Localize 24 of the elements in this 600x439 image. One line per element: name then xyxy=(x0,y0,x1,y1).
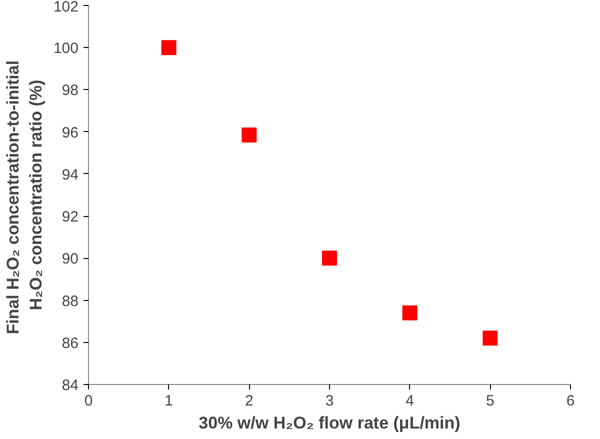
y-tick-label: 98 xyxy=(62,82,79,100)
y-tick-label: 94 xyxy=(62,166,79,184)
point xyxy=(402,305,418,320)
x-tick-label: 3 xyxy=(325,392,334,410)
point xyxy=(482,330,498,346)
y-tick-label: 90 xyxy=(62,250,79,268)
x-tick-label: 1 xyxy=(164,392,174,410)
y-tick-label: 92 xyxy=(62,208,79,226)
y-axis-title: Final H₂O₂ concentration-to-initial H₂O₂ concentration ratio (%) xyxy=(4,60,46,334)
y-tick-label: 100 xyxy=(53,40,79,58)
x-tick-label: 2 xyxy=(244,392,254,410)
point xyxy=(242,127,257,142)
y-tick-label: 88 xyxy=(62,292,79,310)
point xyxy=(322,250,337,266)
y-tick-label: 84 xyxy=(62,377,79,394)
point xyxy=(161,40,176,56)
y-tick-label: 102 xyxy=(53,0,79,16)
x-tick-label: 6 xyxy=(566,392,575,410)
y-tick-label: 86 xyxy=(62,334,79,352)
y-tick-label: 96 xyxy=(62,124,79,142)
x-tick-label: 4 xyxy=(406,392,414,410)
x-tick-label: 0 xyxy=(84,392,93,410)
x-axis-title: 30% w/w H₂O₂ flow rate (μL/min) xyxy=(198,414,460,432)
x-tick-label: 5 xyxy=(486,392,494,410)
